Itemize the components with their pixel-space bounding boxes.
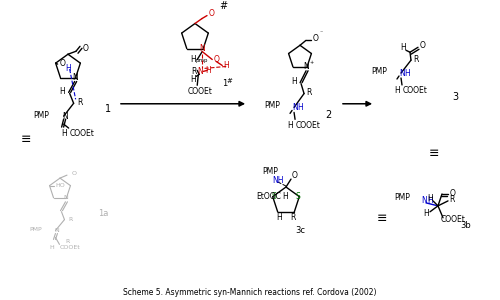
Text: +: + — [309, 60, 313, 65]
Text: H: H — [49, 245, 54, 250]
Text: S: S — [296, 192, 300, 201]
Text: COOEt: COOEt — [402, 86, 427, 95]
Text: COOEt: COOEt — [69, 128, 94, 137]
Text: R: R — [306, 88, 312, 97]
Text: H: H — [287, 121, 293, 130]
Text: H: H — [61, 128, 66, 137]
Text: R: R — [77, 98, 82, 107]
Text: H: H — [190, 55, 196, 64]
Text: O: O — [83, 44, 89, 53]
Text: pmp: pmp — [196, 58, 208, 63]
Text: R: R — [66, 239, 70, 244]
Text: O: O — [420, 41, 426, 50]
Text: PMP: PMP — [262, 167, 278, 176]
Text: H: H — [65, 64, 70, 73]
Text: N: N — [62, 112, 68, 121]
Text: O: O — [292, 171, 298, 180]
Text: COOEt: COOEt — [60, 245, 81, 250]
Text: PMP: PMP — [33, 111, 48, 120]
Text: #: # — [219, 1, 227, 11]
Text: N: N — [198, 67, 203, 76]
Text: ⁻: ⁻ — [320, 31, 322, 36]
Text: N: N — [200, 44, 205, 53]
Text: ≡: ≡ — [21, 133, 31, 146]
Text: N: N — [399, 69, 405, 78]
Text: #: # — [226, 78, 232, 84]
Text: H: H — [427, 196, 433, 206]
Text: COOEt: COOEt — [440, 215, 466, 224]
Text: PMP: PMP — [264, 101, 280, 110]
Text: O: O — [214, 55, 219, 64]
Text: O: O — [209, 9, 215, 18]
Text: 1: 1 — [105, 104, 111, 114]
Text: H: H — [394, 86, 400, 95]
Text: COOEt: COOEt — [296, 121, 320, 130]
Text: ≡: ≡ — [377, 212, 387, 225]
Text: R: R — [68, 217, 72, 222]
Text: N: N — [54, 228, 59, 233]
Text: H: H — [423, 209, 429, 218]
Text: HO: HO — [56, 183, 66, 188]
Text: N: N — [303, 62, 309, 71]
Text: PMP: PMP — [394, 194, 410, 202]
Text: H: H — [400, 43, 406, 52]
Text: H: H — [190, 75, 196, 84]
Text: N: N — [292, 103, 298, 112]
Text: 1a: 1a — [98, 209, 108, 218]
Text: O: O — [450, 190, 456, 199]
Text: H: H — [404, 69, 410, 78]
Text: H: H — [224, 61, 229, 70]
Text: H: H — [297, 103, 303, 112]
Text: H: H — [276, 213, 281, 222]
Text: N: N — [421, 196, 427, 206]
Text: O: O — [72, 171, 76, 176]
Text: N: N — [63, 195, 68, 200]
Text: R: R — [414, 55, 418, 64]
Text: 1: 1 — [222, 80, 228, 88]
Text: R: R — [290, 213, 296, 222]
Text: N: N — [72, 73, 78, 82]
Text: H: H — [206, 66, 211, 75]
Text: COOEt: COOEt — [188, 87, 212, 96]
Text: S: S — [272, 192, 276, 201]
Text: PMP: PMP — [371, 67, 387, 76]
Text: H: H — [291, 77, 297, 86]
Text: EtOOC: EtOOC — [256, 192, 281, 201]
Text: 3c: 3c — [295, 226, 305, 235]
Text: R: R — [192, 67, 197, 76]
Text: O: O — [313, 34, 319, 43]
Text: Scheme 5. Asymmetric syn-Mannich reactions ref. Cordova (2002): Scheme 5. Asymmetric syn-Mannich reactio… — [123, 288, 377, 297]
Text: 3b: 3b — [460, 221, 471, 230]
Text: ≡: ≡ — [429, 147, 440, 160]
Text: PMP: PMP — [30, 227, 42, 232]
Text: H: H — [59, 87, 64, 96]
Text: R: R — [450, 195, 454, 204]
Text: H: H — [282, 192, 288, 201]
Text: H: H — [427, 194, 433, 203]
Text: O: O — [60, 58, 66, 68]
Text: 2: 2 — [325, 110, 331, 120]
Text: 3: 3 — [452, 92, 458, 102]
Text: NH: NH — [272, 176, 284, 184]
